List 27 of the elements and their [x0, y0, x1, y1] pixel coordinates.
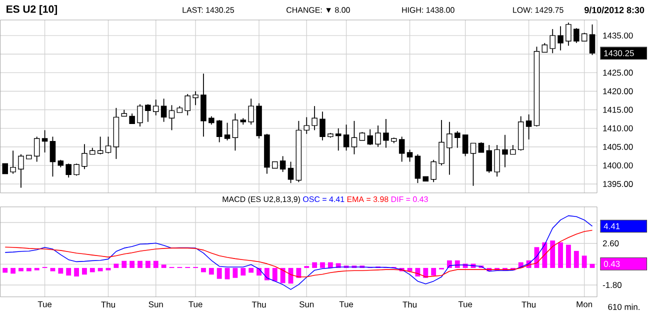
x-tick-label: Mon [576, 301, 592, 308]
x-tick-label: Tue [458, 301, 472, 308]
y-tick-label: -1.80 [602, 282, 622, 288]
x-tick-label: Thu [402, 301, 417, 308]
y-tick-label: 0.43 [604, 260, 620, 267]
x-tick-label: Thu [252, 301, 266, 308]
y-tick-label: 1395.00 [603, 181, 633, 188]
x-tick-label: Tue [188, 301, 202, 308]
chart-title: ES U2 [10] [6, 5, 57, 15]
x-tick-label: Sun [148, 301, 163, 308]
text: 9/10/2012 8:30 [584, 6, 644, 14]
y-tick-label: 1405.00 [603, 144, 633, 150]
y-tick-label: 1410.00 [603, 125, 633, 132]
x-tick-label: Thu [522, 301, 536, 308]
text: 610 min. [608, 304, 640, 310]
x-tick-label: Tue [339, 301, 354, 308]
y-tick-label: 2.60 [602, 240, 619, 246]
x-tick-label: Thu [101, 301, 115, 308]
y-tick-label: 1400.00 [603, 162, 633, 169]
y-tick-label: 1430.25 [604, 50, 634, 56]
y-tick-label: 1415.00 [603, 106, 633, 113]
y-tick-label: 1435.00 [603, 32, 633, 39]
y-tick-label: 1420.00 [603, 88, 633, 94]
y-tick-label: 4.41 [604, 223, 620, 230]
x-tick-label: Tue [38, 301, 52, 308]
x-tick-label: Sun [299, 301, 314, 308]
y-tick-label: 1425.00 [603, 70, 633, 76]
